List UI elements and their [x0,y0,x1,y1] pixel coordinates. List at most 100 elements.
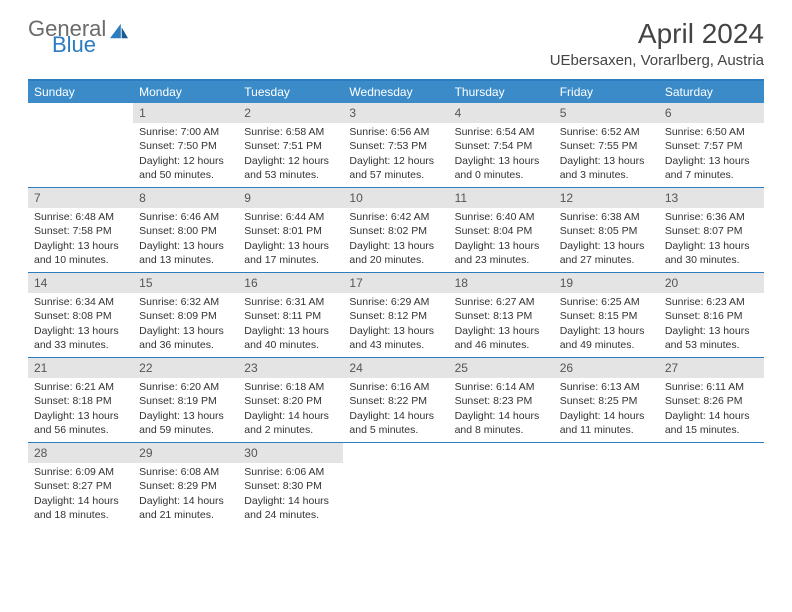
cell-line: and 57 minutes. [349,168,442,182]
day-number: 23 [238,358,343,378]
day-number: 16 [238,273,343,293]
cell-line: Sunset: 7:55 PM [560,139,653,153]
day-header-cell: Saturday [659,81,764,103]
cell-line: Daylight: 13 hours [244,239,337,253]
calendar-cell: 6Sunrise: 6:50 AMSunset: 7:57 PMDaylight… [659,103,764,187]
cell-body: Sunrise: 6:40 AMSunset: 8:04 PMDaylight:… [449,208,554,271]
cell-line: and 0 minutes. [455,168,548,182]
cell-line: Daylight: 13 hours [455,324,548,338]
cell-line: Sunset: 8:29 PM [139,479,232,493]
day-number: 7 [28,188,133,208]
cell-line: Sunrise: 6:09 AM [34,465,127,479]
calendar-cell: 24Sunrise: 6:16 AMSunset: 8:22 PMDayligh… [343,358,448,442]
cell-line: Sunrise: 6:32 AM [139,295,232,309]
month-title: April 2024 [550,18,764,50]
day-number [554,443,659,463]
cell-line: Sunset: 7:54 PM [455,139,548,153]
cell-line: and 33 minutes. [34,338,127,352]
day-number: 17 [343,273,448,293]
calendar-cell: 5Sunrise: 6:52 AMSunset: 7:55 PMDaylight… [554,103,659,187]
day-number [343,443,448,463]
day-number: 26 [554,358,659,378]
cell-body: Sunrise: 6:18 AMSunset: 8:20 PMDaylight:… [238,378,343,441]
cell-line: Sunset: 8:25 PM [560,394,653,408]
day-number: 9 [238,188,343,208]
cell-line: Sunset: 8:11 PM [244,309,337,323]
cell-line: Daylight: 14 hours [455,409,548,423]
day-number: 24 [343,358,448,378]
calendar-cell: 12Sunrise: 6:38 AMSunset: 8:05 PMDayligh… [554,188,659,272]
day-header-cell: Monday [133,81,238,103]
day-number: 29 [133,443,238,463]
day-number: 3 [343,103,448,123]
cell-line: Sunset: 7:58 PM [34,224,127,238]
calendar-cell: 21Sunrise: 6:21 AMSunset: 8:18 PMDayligh… [28,358,133,442]
cell-line: Sunrise: 6:54 AM [455,125,548,139]
cell-line: and 11 minutes. [560,423,653,437]
week-row: 28Sunrise: 6:09 AMSunset: 8:27 PMDayligh… [28,443,764,527]
calendar-cell [28,103,133,187]
cell-line: Daylight: 14 hours [349,409,442,423]
cell-line: and 21 minutes. [139,508,232,522]
cell-line: Sunset: 8:20 PM [244,394,337,408]
day-number: 22 [133,358,238,378]
calendar-cell: 17Sunrise: 6:29 AMSunset: 8:12 PMDayligh… [343,273,448,357]
day-header-cell: Thursday [449,81,554,103]
day-number: 1 [133,103,238,123]
cell-body: Sunrise: 6:56 AMSunset: 7:53 PMDaylight:… [343,123,448,186]
cell-line: Sunrise: 6:08 AM [139,465,232,479]
day-number: 2 [238,103,343,123]
cell-line: Sunset: 7:57 PM [665,139,758,153]
calendar-cell: 19Sunrise: 6:25 AMSunset: 8:15 PMDayligh… [554,273,659,357]
cell-line: Sunset: 8:12 PM [349,309,442,323]
cell-line: and 46 minutes. [455,338,548,352]
day-number: 28 [28,443,133,463]
calendar-cell: 13Sunrise: 6:36 AMSunset: 8:07 PMDayligh… [659,188,764,272]
cell-body: Sunrise: 7:00 AMSunset: 7:50 PMDaylight:… [133,123,238,186]
cell-line: Sunset: 8:08 PM [34,309,127,323]
calendar: SundayMondayTuesdayWednesdayThursdayFrid… [28,79,764,527]
cell-body: Sunrise: 6:21 AMSunset: 8:18 PMDaylight:… [28,378,133,441]
cell-body: Sunrise: 6:36 AMSunset: 8:07 PMDaylight:… [659,208,764,271]
cell-line: Sunrise: 6:58 AM [244,125,337,139]
cell-body: Sunrise: 6:27 AMSunset: 8:13 PMDaylight:… [449,293,554,356]
calendar-cell: 25Sunrise: 6:14 AMSunset: 8:23 PMDayligh… [449,358,554,442]
cell-line: Daylight: 14 hours [560,409,653,423]
day-header-cell: Sunday [28,81,133,103]
cell-body [449,463,554,469]
cell-line: Daylight: 12 hours [349,154,442,168]
cell-body: Sunrise: 6:25 AMSunset: 8:15 PMDaylight:… [554,293,659,356]
logo-text-block: General Blue [28,18,130,56]
cell-line: Sunrise: 6:50 AM [665,125,758,139]
cell-line: Sunrise: 6:29 AM [349,295,442,309]
day-number: 11 [449,188,554,208]
cell-body [343,463,448,469]
cell-line: and 7 minutes. [665,168,758,182]
cell-line: Daylight: 12 hours [244,154,337,168]
cell-body: Sunrise: 6:13 AMSunset: 8:25 PMDaylight:… [554,378,659,441]
calendar-cell: 27Sunrise: 6:11 AMSunset: 8:26 PMDayligh… [659,358,764,442]
cell-body: Sunrise: 6:50 AMSunset: 7:57 PMDaylight:… [659,123,764,186]
cell-line: and 15 minutes. [665,423,758,437]
day-number: 13 [659,188,764,208]
day-number: 27 [659,358,764,378]
title-block: April 2024 UEbersaxen, Vorarlberg, Austr… [550,18,764,69]
cell-line: and 50 minutes. [139,168,232,182]
day-number: 5 [554,103,659,123]
logo: General Blue [28,18,130,56]
cell-line: Sunset: 8:05 PM [560,224,653,238]
cell-line: Sunrise: 6:06 AM [244,465,337,479]
cell-body: Sunrise: 6:48 AMSunset: 7:58 PMDaylight:… [28,208,133,271]
cell-line: Sunrise: 6:23 AM [665,295,758,309]
day-header-cell: Tuesday [238,81,343,103]
cell-line: Daylight: 13 hours [455,154,548,168]
day-number: 30 [238,443,343,463]
cell-line: Sunset: 8:18 PM [34,394,127,408]
cell-line: Sunset: 7:53 PM [349,139,442,153]
cell-body: Sunrise: 6:38 AMSunset: 8:05 PMDaylight:… [554,208,659,271]
cell-line: Daylight: 14 hours [244,409,337,423]
day-header-cell: Friday [554,81,659,103]
calendar-cell: 23Sunrise: 6:18 AMSunset: 8:20 PMDayligh… [238,358,343,442]
cell-line: and 49 minutes. [560,338,653,352]
logo-text-blue: Blue [52,34,130,56]
